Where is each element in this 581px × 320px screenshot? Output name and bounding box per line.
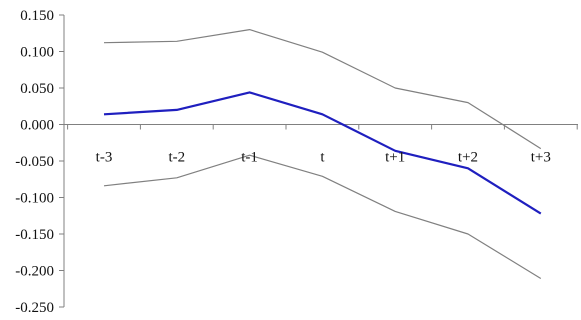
axes bbox=[59, 14, 578, 308]
y-tick-label: -0.200 bbox=[15, 264, 54, 280]
series-line-lower bbox=[103, 154, 542, 280]
y-tick-label: -0.250 bbox=[15, 300, 54, 316]
y-tick-label: 0.000 bbox=[20, 118, 54, 134]
axis-labels: 0.150 0.100 0.050 0.000 -0.050 -0.100 -0.150 -0… bbox=[15, 8, 551, 316]
y-tick-label: 0.100 bbox=[20, 45, 54, 61]
y-tick-label: -0.150 bbox=[15, 227, 54, 243]
x-tick-label: t-3 bbox=[96, 150, 113, 166]
series-line-main bbox=[103, 91, 542, 215]
series-lines bbox=[103, 29, 542, 280]
x-tick-label: t bbox=[320, 150, 325, 166]
y-tick-label: -0.050 bbox=[15, 154, 54, 170]
x-tick-label: t+1 bbox=[385, 150, 405, 166]
y-tick-label: -0.100 bbox=[15, 191, 54, 207]
x-tick-label: t-1 bbox=[241, 150, 258, 166]
series-line-upper bbox=[103, 29, 542, 150]
x-tick-label: t-2 bbox=[168, 150, 185, 166]
y-tick-label: 0.150 bbox=[20, 8, 54, 24]
x-tick-label: t+2 bbox=[458, 150, 478, 166]
x-tick-label: t+3 bbox=[531, 150, 551, 166]
y-tick-label: 0.050 bbox=[20, 81, 54, 97]
